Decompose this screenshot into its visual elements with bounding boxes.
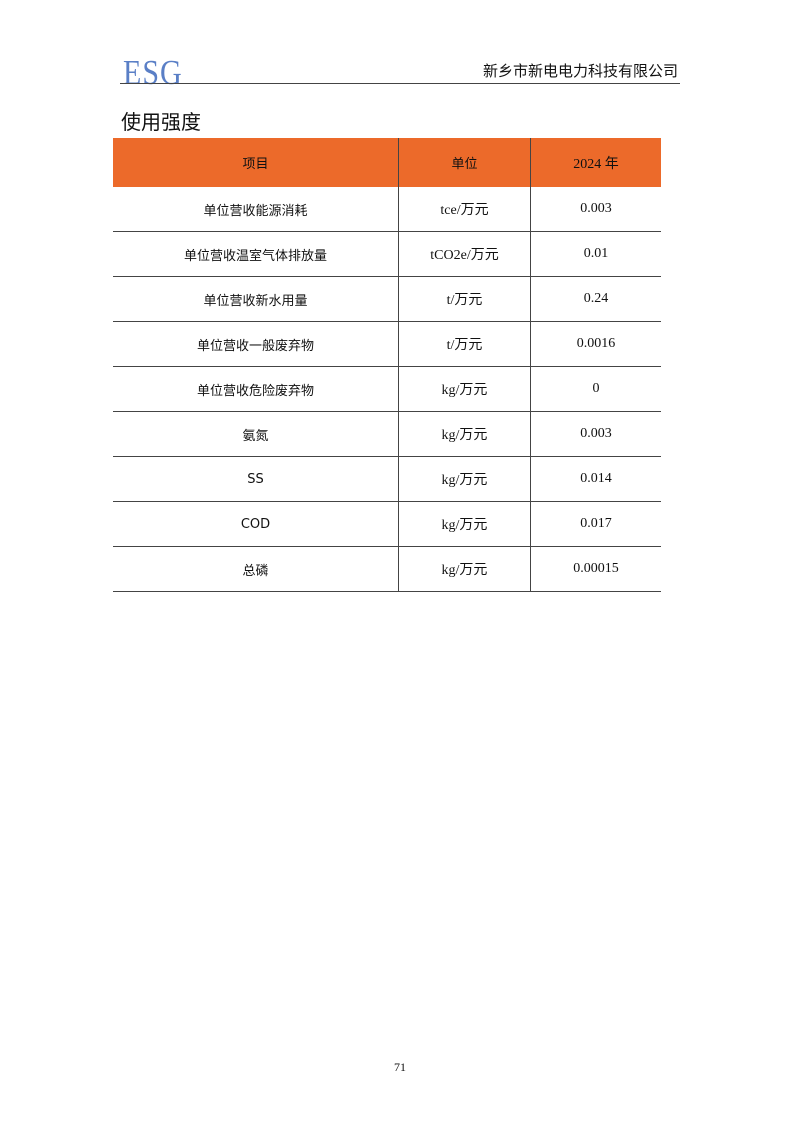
cell-item: 总磷 xyxy=(113,546,399,592)
cell-unit: kg/万元 xyxy=(398,411,531,457)
cell-unit: kg/万元 xyxy=(398,501,531,547)
cell-value: 0.003 xyxy=(530,187,661,232)
cell-value: 0.003 xyxy=(530,411,661,457)
table-header-row: 项目 单位 2024 年 xyxy=(113,138,661,187)
company-name: 新乡市新电电力科技有限公司 xyxy=(482,62,678,80)
page-number: 71 xyxy=(394,1060,406,1074)
cell-unit: tce/万元 xyxy=(398,187,531,232)
cell-item: 单位营收危险废弃物 xyxy=(113,366,399,412)
cell-item: SS xyxy=(113,456,399,502)
table-row: 单位营收能源消耗 tce/万元 0.003 xyxy=(113,187,661,232)
cell-value: 0 xyxy=(530,366,661,412)
cell-item: COD xyxy=(113,501,399,547)
table-row: 单位营收一般废弃物 t/万元 0.0016 xyxy=(113,321,661,367)
cell-value: 0.24 xyxy=(530,276,661,322)
cell-unit: t/万元 xyxy=(398,276,531,322)
cell-item: 氨氮 xyxy=(113,411,399,457)
column-header-unit: 单位 xyxy=(398,138,531,187)
cell-unit: tCO2e/万元 xyxy=(398,231,531,277)
cell-item: 单位营收温室气体排放量 xyxy=(113,231,399,277)
cell-value: 0.01 xyxy=(530,231,661,277)
cell-value: 0.0016 xyxy=(530,321,661,367)
cell-unit: kg/万元 xyxy=(398,456,531,502)
column-header-year: 2024 年 xyxy=(530,138,661,187)
table-row: COD kg/万元 0.017 xyxy=(113,501,661,547)
table-row: 单位营收新水用量 t/万元 0.24 xyxy=(113,276,661,322)
cell-item: 单位营收一般废弃物 xyxy=(113,321,399,367)
cell-item: 单位营收能源消耗 xyxy=(113,187,399,232)
esg-logo: ESG xyxy=(123,54,183,92)
cell-unit: t/万元 xyxy=(398,321,531,367)
cell-unit: kg/万元 xyxy=(398,546,531,592)
header-divider xyxy=(120,83,680,84)
cell-unit: kg/万元 xyxy=(398,366,531,412)
table-row: 单位营收危险废弃物 kg/万元 0 xyxy=(113,366,661,412)
section-title: 使用强度 xyxy=(121,110,201,134)
intensity-table: 项目 单位 2024 年 单位营收能源消耗 tce/万元 0.003 单位营收温室气体… xyxy=(113,138,661,592)
column-header-item: 项目 xyxy=(113,138,399,187)
table-row: SS kg/万元 0.014 xyxy=(113,456,661,502)
table-row: 总磷 kg/万元 0.00015 xyxy=(113,546,661,592)
cell-value: 0.014 xyxy=(530,456,661,502)
table-row: 氨氮 kg/万元 0.003 xyxy=(113,411,661,457)
cell-value: 0.017 xyxy=(530,501,661,547)
cell-item: 单位营收新水用量 xyxy=(113,276,399,322)
table-row: 单位营收温室气体排放量 tCO2e/万元 0.01 xyxy=(113,231,661,277)
cell-value: 0.00015 xyxy=(530,546,661,592)
